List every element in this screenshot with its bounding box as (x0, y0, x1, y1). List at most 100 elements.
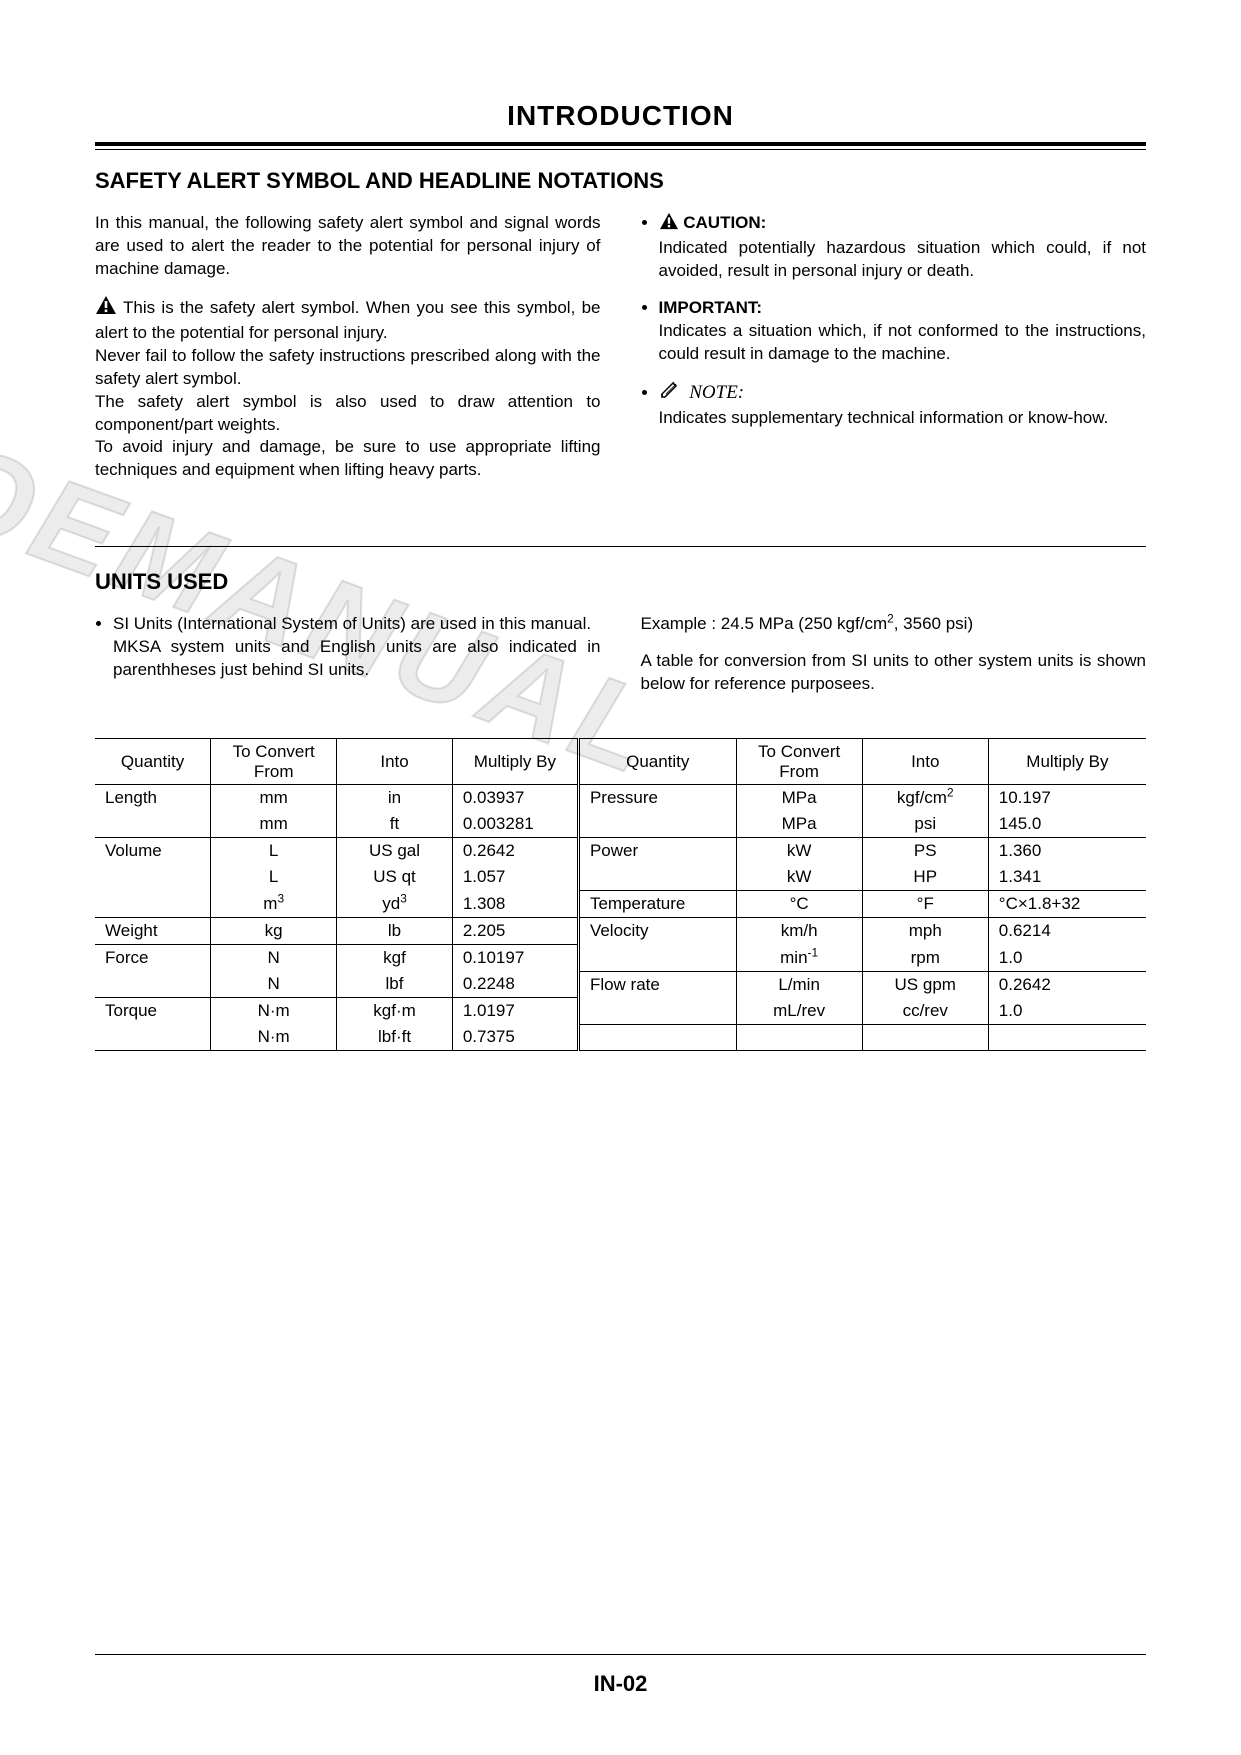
th-from2: To ConvertFrom (736, 739, 862, 785)
table-cell: N (211, 971, 337, 998)
table-cell: 0.7375 (452, 1024, 578, 1051)
table-cell (95, 811, 211, 838)
table-cell: rpm (862, 945, 988, 972)
table-row: LUS qt1.057kWHP1.341 (95, 864, 1146, 891)
table-cell: 0.2642 (452, 838, 578, 865)
table-cell: Length (95, 785, 211, 812)
example-tail: , 3560 psi) (894, 614, 973, 633)
safety-col-left: In this manual, the following safety ale… (95, 212, 601, 496)
table-cell: °F (862, 891, 988, 918)
table-cell: 0.10197 (452, 945, 578, 972)
table-intro: A table for conversion from SI units to … (641, 650, 1147, 696)
title-rule (95, 142, 1146, 150)
table-cell: 1.341 (988, 864, 1146, 891)
table-cell: 0.6214 (988, 918, 1146, 945)
table-cell: 0.003281 (452, 811, 578, 838)
table-cell: kgf/cm2 (862, 785, 988, 812)
table-cell: °C×1.8+32 (988, 891, 1146, 918)
notations-list: CAUTION: Indicated potentially hazardous… (641, 212, 1147, 430)
table-cell: cc/rev (862, 998, 988, 1025)
table-row: ForceNkgf0.10197min-1rpm1.0 (95, 945, 1146, 972)
table-cell (95, 1024, 211, 1051)
table-cell: 10.197 (988, 785, 1146, 812)
table-cell: US qt (337, 864, 453, 891)
important-text: Indicates a situation which, if not conf… (659, 321, 1147, 363)
table-cell: lbf (337, 971, 453, 998)
table-cell: Velocity (578, 918, 736, 945)
table-cell: 2.205 (452, 918, 578, 945)
example-line: Example : 24.5 MPa (250 kgf/cm2, 3560 ps… (641, 613, 1147, 636)
table-cell (736, 1024, 862, 1051)
important-item: IMPORTANT: Indicates a situation which, … (659, 297, 1147, 366)
table-row: Lengthmmin0.03937PressureMPakgf/cm210.19… (95, 785, 1146, 812)
caution-label: CAUTION: (683, 213, 766, 232)
table-cell (988, 1024, 1146, 1051)
table-cell (95, 891, 211, 918)
table-cell: Pressure (578, 785, 736, 812)
table-cell: mm (211, 811, 337, 838)
table-header-row: Quantity To ConvertFrom Into Multiply By… (95, 739, 1146, 785)
table-cell: 0.03937 (452, 785, 578, 812)
safety-para2: This is the safety alert symbol. When yo… (95, 295, 601, 345)
table-row: m3yd31.308Temperature°C°F°C×1.8+32 (95, 891, 1146, 918)
table-cell: 1.0 (988, 998, 1146, 1025)
table-row: Weightkglb2.205Velocitykm/hmph0.6214 (95, 918, 1146, 945)
units-col-left: SI Units (International System of Units)… (95, 613, 601, 710)
table-cell: 1.0197 (452, 998, 578, 1025)
table-cell: N·m (211, 998, 337, 1025)
caution-item: CAUTION: Indicated potentially hazardous… (659, 212, 1147, 283)
th-mult: Multiply By (452, 739, 578, 785)
warning-triangle-icon (659, 212, 679, 237)
table-cell: kW (736, 864, 862, 891)
warning-triangle-icon (95, 295, 117, 322)
caution-text: Indicated potentially hazardous situatio… (659, 238, 1147, 280)
units-columns: SI Units (International System of Units)… (95, 613, 1146, 710)
note-item: NOTE: Indicates supplementary technical … (659, 380, 1147, 430)
table-cell: lbf·ft (337, 1024, 453, 1051)
table-cell: MPa (736, 811, 862, 838)
table-cell: Volume (95, 838, 211, 865)
table-cell: kW (736, 838, 862, 865)
th-qty2: Quantity (578, 739, 736, 785)
table-cell: Weight (95, 918, 211, 945)
table-cell: Flow rate (578, 971, 736, 998)
table-cell: 0.2642 (988, 971, 1146, 998)
table-cell: lb (337, 918, 453, 945)
example-label: Example : 24.5 MPa (250 kgf/cm (641, 614, 888, 633)
page-number: IN-02 (0, 1671, 1241, 1697)
footer-rule (95, 1654, 1146, 1655)
safety-heading: SAFETY ALERT SYMBOL AND HEADLINE NOTATIO… (95, 168, 1146, 194)
safety-para2-text: This is the safety alert symbol. When yo… (95, 298, 601, 342)
table-cell: 0.2248 (452, 971, 578, 998)
safety-para1: In this manual, the following safety ale… (95, 212, 601, 281)
table-cell (578, 1024, 736, 1051)
th-into: Into (337, 739, 453, 785)
table-cell: L/min (736, 971, 862, 998)
table-cell: N (211, 945, 337, 972)
table-cell (578, 945, 736, 972)
table-cell: yd3 (337, 891, 453, 918)
safety-col-right: CAUTION: Indicated potentially hazardous… (641, 212, 1147, 496)
table-cell (95, 971, 211, 998)
table-row: N·mlbf·ft0.7375 (95, 1024, 1146, 1051)
table-cell: 1.057 (452, 864, 578, 891)
table-cell: HP (862, 864, 988, 891)
table-cell (578, 864, 736, 891)
table-cell (578, 998, 736, 1025)
table-cell: 145.0 (988, 811, 1146, 838)
table-cell: min-1 (736, 945, 862, 972)
si-bullet-text1: SI Units (International System of Units)… (113, 614, 591, 633)
table-cell: km/h (736, 918, 862, 945)
note-label: NOTE: (689, 382, 744, 403)
safety-para5: To avoid injury and damage, be sure to u… (95, 436, 601, 482)
table-cell: 1.308 (452, 891, 578, 918)
important-label: IMPORTANT: (659, 298, 763, 317)
th-from: To ConvertFrom (211, 739, 337, 785)
th-mult2: Multiply By (988, 739, 1146, 785)
pencil-note-icon (659, 380, 681, 407)
table-cell: US gpm (862, 971, 988, 998)
units-col-right: Example : 24.5 MPa (250 kgf/cm2, 3560 ps… (641, 613, 1147, 710)
table-cell: US gal (337, 838, 453, 865)
table-row: VolumeLUS gal0.2642PowerkWPS1.360 (95, 838, 1146, 865)
table-cell (862, 1024, 988, 1051)
